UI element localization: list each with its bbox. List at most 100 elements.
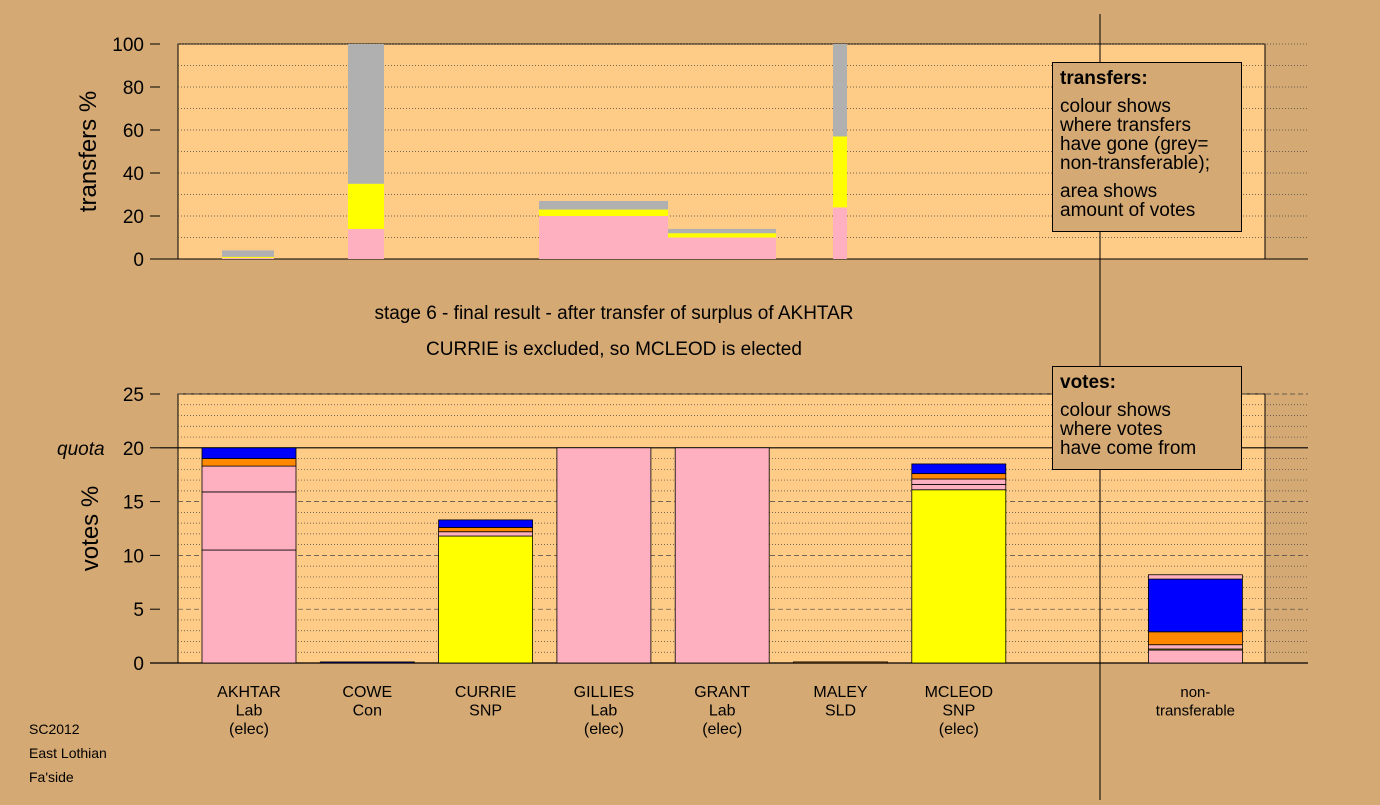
votes-tick-label: 15 bbox=[123, 493, 144, 514]
category-label: Con bbox=[353, 703, 382, 720]
transfers-tick-label: 60 bbox=[123, 121, 144, 142]
votes-legend-line: where votes bbox=[1060, 419, 1163, 440]
category-label: SNP bbox=[469, 703, 502, 720]
transfers-axis-title: transfers % bbox=[75, 91, 102, 212]
votes-segment-sld bbox=[793, 661, 888, 664]
votes-bar-maley bbox=[793, 661, 888, 664]
transfers-segment-nontransferable bbox=[668, 228, 776, 234]
votes-bar-akhtar bbox=[201, 447, 297, 664]
transfers-bar-cowe bbox=[348, 44, 384, 259]
transfers-tick-label: 0 bbox=[133, 250, 144, 271]
transfers-legend-title: transfers: bbox=[1060, 68, 1148, 89]
category-label: (elec) bbox=[939, 721, 979, 738]
category-label: GRANT bbox=[694, 684, 750, 701]
transfers-segment-snp bbox=[348, 183, 384, 229]
category-label: CURRIE bbox=[455, 684, 516, 701]
votes-segment-con bbox=[1148, 578, 1243, 633]
transfers-segment-nontransferable bbox=[348, 44, 384, 184]
transfers-legend-line: where transfers bbox=[1060, 115, 1191, 136]
votes-legend-line: have come from bbox=[1060, 438, 1197, 459]
votes-legend-title: votes: bbox=[1060, 372, 1116, 393]
transfers-tick-label: 100 bbox=[112, 35, 144, 56]
votes-bar-non-transferable bbox=[1148, 574, 1243, 664]
category-label: transferable bbox=[1156, 703, 1235, 720]
votes-segment-snp bbox=[438, 535, 534, 664]
transfers-segment-lab bbox=[539, 216, 668, 259]
transfers-bar-akhtar bbox=[222, 250, 274, 259]
footer-label: SC2012 East Lothian Fa'side bbox=[29, 717, 107, 789]
votes-segment-sld bbox=[1148, 631, 1243, 646]
category-label: SNP bbox=[942, 703, 975, 720]
transfers-legend-line: amount of votes bbox=[1060, 200, 1196, 221]
votes-segment-sld bbox=[438, 527, 534, 533]
footer-election: SC2012 bbox=[29, 721, 80, 737]
category-label: Lab bbox=[591, 703, 618, 720]
transfers-segment-snp bbox=[833, 136, 847, 208]
votes-segment-con bbox=[438, 519, 534, 528]
caption-line-2: CURRIE is excluded, so MCLEOD is elected bbox=[426, 339, 802, 360]
votes-bar-gillies bbox=[556, 447, 652, 664]
footer-ward: Fa'side bbox=[29, 769, 74, 785]
category-label: GILLIES bbox=[574, 684, 634, 701]
transfers-tick-label: 40 bbox=[123, 164, 144, 185]
transfers-legend-line: area shows bbox=[1060, 181, 1158, 202]
transfers-segment-lab bbox=[348, 228, 384, 259]
votes-bar-grant bbox=[674, 447, 770, 664]
votes-segment-lab bbox=[438, 531, 534, 537]
votes-tick-label: 0 bbox=[133, 654, 144, 675]
votes-bar-currie bbox=[438, 519, 534, 664]
transfers-segment-lab bbox=[668, 237, 776, 259]
category-label: MALEY bbox=[813, 684, 868, 701]
transfers-segment-snp bbox=[222, 256, 274, 258]
quota-label: quota bbox=[57, 439, 105, 460]
footer-council: East Lothian bbox=[29, 745, 107, 761]
votes-segment-lab bbox=[1148, 574, 1243, 580]
votes-tick-label: 20 bbox=[123, 439, 144, 460]
votes-bar-cowe bbox=[319, 661, 415, 664]
transfers-bar-grant bbox=[668, 228, 776, 259]
transfers-legend-line: colour shows bbox=[1060, 96, 1171, 117]
caption-line-1: stage 6 - final result - after transfer … bbox=[374, 303, 853, 324]
votes-segment-lab bbox=[911, 483, 1007, 491]
votes-tick-label: 5 bbox=[133, 600, 144, 621]
transfers-tick-label: 80 bbox=[123, 78, 144, 99]
votes-segment-lab bbox=[1148, 649, 1243, 664]
transfers-segment-nontransferable bbox=[539, 200, 668, 210]
votes-legend: votes: colour shows where votes have com… bbox=[1052, 366, 1242, 470]
transfers-segment-snp bbox=[668, 233, 776, 238]
transfers-legend-line: non-transferable); bbox=[1060, 153, 1210, 174]
votes-segment-lab bbox=[911, 478, 1007, 485]
transfers-segment-lab bbox=[833, 207, 847, 259]
transfers-tick-label: 20 bbox=[123, 207, 144, 228]
transfers-legend: transfers: colour shows where transfers … bbox=[1052, 62, 1242, 232]
votes-tick-label: 10 bbox=[123, 546, 144, 567]
transfers-bar-gillies bbox=[539, 200, 668, 259]
category-label: Lab bbox=[236, 703, 263, 720]
votes-segment-snp bbox=[911, 489, 1007, 664]
category-label: COWE bbox=[342, 684, 392, 701]
votes-segment-lab bbox=[556, 447, 652, 664]
transfers-segment-lab bbox=[222, 257, 274, 259]
category-label: (elec) bbox=[229, 721, 269, 738]
category-label: (elec) bbox=[584, 721, 624, 738]
category-label: AKHTAR bbox=[217, 684, 281, 701]
transfers-segment-nontransferable bbox=[833, 44, 847, 137]
votes-segment-con bbox=[319, 661, 415, 664]
transfers-segment-snp bbox=[539, 209, 668, 216]
transfers-segment-nontransferable bbox=[222, 250, 274, 257]
votes-segment-sld bbox=[201, 458, 297, 467]
votes-segment-con bbox=[911, 463, 1007, 475]
category-label: Lab bbox=[709, 703, 736, 720]
transfers-legend-line: have gone (grey= bbox=[1060, 134, 1209, 155]
category-label: (elec) bbox=[702, 721, 742, 738]
votes-segment-lab bbox=[1148, 644, 1243, 650]
votes-segment-lab bbox=[674, 447, 770, 664]
votes-segment-sld bbox=[911, 473, 1007, 480]
votes-bar-mcleod bbox=[911, 463, 1007, 664]
votes-segment-lab bbox=[201, 549, 297, 664]
votes-tick-label: 25 bbox=[123, 385, 144, 406]
votes-segment-con bbox=[201, 447, 297, 459]
votes-segment-lab bbox=[201, 465, 297, 493]
votes-legend-line: colour shows bbox=[1060, 400, 1171, 421]
